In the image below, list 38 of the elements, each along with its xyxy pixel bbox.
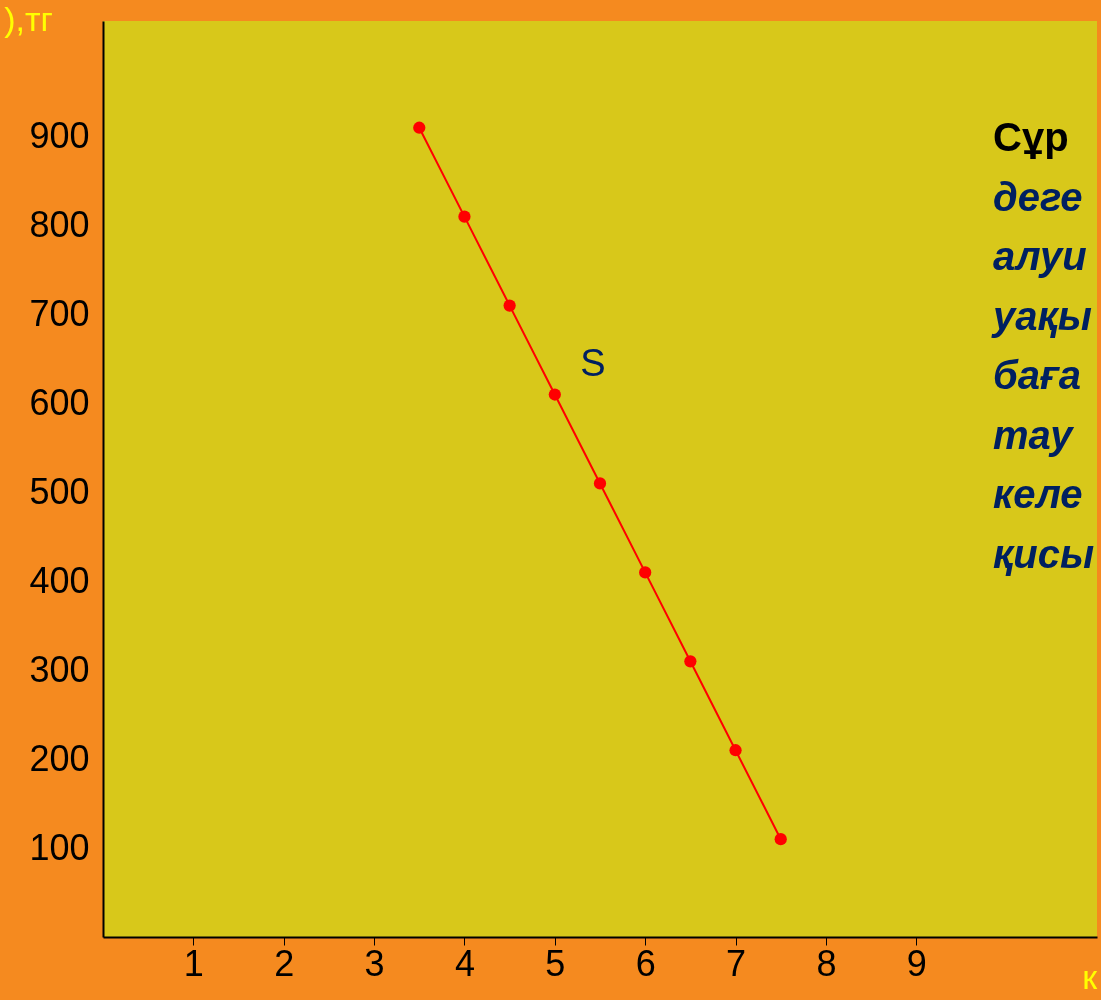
y-axis-title: ),тг: [4, 0, 53, 38]
point: [593, 477, 607, 490]
x-tick-label: 3: [364, 942, 385, 984]
y-tick-label: 300: [29, 648, 90, 690]
point: [548, 388, 561, 401]
annotation: тау: [993, 412, 1075, 457]
x-axis-title: к: [1082, 958, 1099, 996]
y-tick-label: 700: [29, 292, 90, 334]
y-tick-label: 500: [29, 470, 90, 512]
x-tick-label: 1: [183, 942, 204, 984]
annotation: Сұр: [993, 115, 1069, 159]
y-tick-label: 600: [29, 381, 90, 423]
series-label: S: [580, 341, 606, 384]
y-tick-label: 900: [29, 115, 90, 157]
point: [729, 744, 742, 757]
point: [413, 121, 426, 134]
annotation: алуи: [993, 234, 1087, 278]
point: [503, 299, 516, 312]
point: [458, 210, 471, 223]
point: [639, 566, 652, 579]
x-tick-label: 6: [635, 942, 656, 984]
x-tick-label: 5: [545, 942, 566, 984]
point: [774, 833, 787, 846]
y-tick-label: 800: [29, 204, 90, 246]
point: [684, 655, 697, 668]
x-tick-label: 9: [906, 942, 927, 984]
y-tick-label: 200: [29, 737, 90, 779]
annotation: қисы: [993, 531, 1095, 576]
x-tick-label: 2: [274, 942, 295, 984]
x-tick-label: 4: [454, 942, 475, 984]
annotation: келе: [993, 472, 1083, 516]
y-tick-label: 400: [29, 559, 90, 601]
y-tick-label: 100: [29, 826, 90, 868]
annotation: баға: [993, 353, 1082, 397]
annotation: деге: [993, 174, 1083, 219]
x-tick-label: 8: [816, 942, 837, 984]
x-tick-label: 7: [726, 942, 747, 984]
annotation: уақы: [991, 293, 1092, 338]
